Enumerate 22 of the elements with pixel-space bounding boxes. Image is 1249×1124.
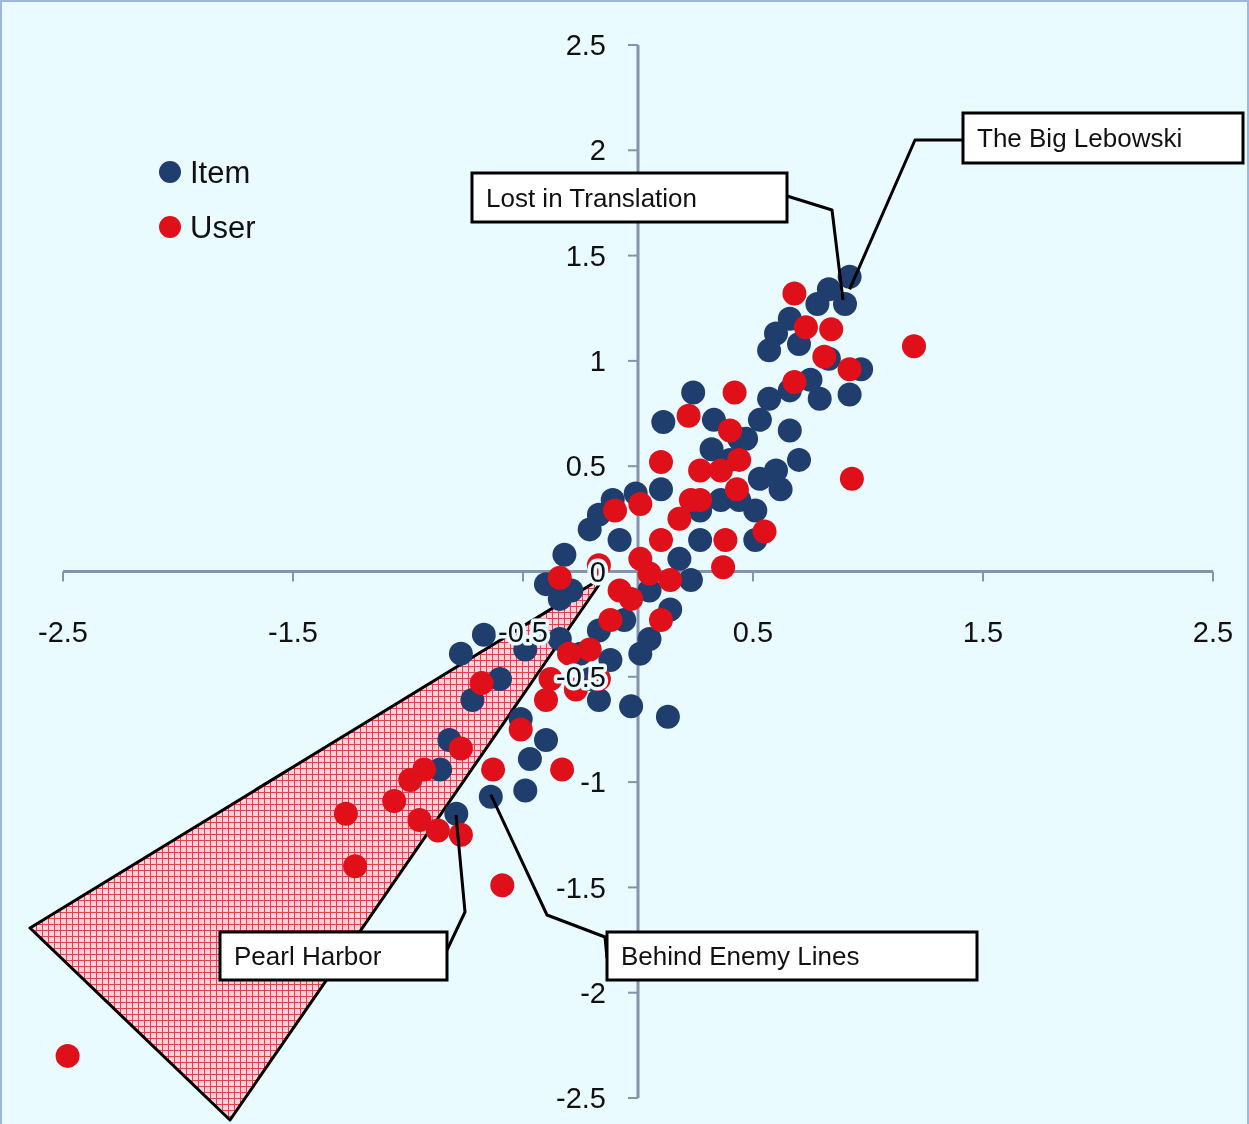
annotation: The Big Lebowski <box>977 123 1183 154</box>
y-tick-label: -1 <box>580 766 606 799</box>
x-tick-label: 1.5 <box>962 615 1004 648</box>
x-tick-label: -1.5 <box>268 615 318 648</box>
y-tick-label: 2.5 <box>565 29 606 62</box>
annotation: Lost in Translation <box>486 182 698 213</box>
y-tick-label: -1.5 <box>556 871 606 904</box>
x-tick-label: 0.5 <box>732 615 774 648</box>
y-tick-label: -2 <box>580 976 606 1009</box>
annotation: Behind Enemy Lines <box>621 941 860 972</box>
y-tick-label: -2.5 <box>556 1082 606 1115</box>
annotation: Pearl Harbor <box>234 941 382 972</box>
x-tick-label: 2.5 <box>1192 615 1234 648</box>
y-tick-label: 1 <box>589 345 606 378</box>
legend-label: User <box>190 209 256 245</box>
legend-label: Item <box>190 154 251 190</box>
x-tick-label: -2.5 <box>38 615 88 648</box>
y-tick-label: 0.5 <box>565 450 606 483</box>
callout-box: The Big Lebowski <box>848 111 1245 290</box>
y-tick-label: 1.5 <box>565 239 606 272</box>
y-tick-label: 2 <box>589 134 606 167</box>
callout-box: Pearl Harbor <box>218 814 467 982</box>
